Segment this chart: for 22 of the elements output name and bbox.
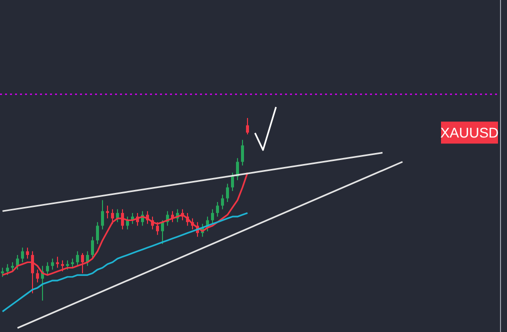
candlestick bbox=[101, 200, 104, 230]
candlestick bbox=[51, 258, 54, 270]
candlestick bbox=[46, 262, 49, 276]
candlestick bbox=[6, 264, 9, 276]
candlestick bbox=[216, 202, 219, 218]
candlestick bbox=[221, 194, 224, 210]
candlestick bbox=[211, 208, 214, 224]
candlestick bbox=[111, 208, 114, 224]
candlestick bbox=[91, 236, 94, 260]
candlestick bbox=[106, 205, 109, 219]
candlestick bbox=[96, 222, 99, 244]
candlestick bbox=[246, 118, 249, 135]
candlestick bbox=[66, 260, 69, 270]
candlestick bbox=[21, 247, 24, 263]
candlestick bbox=[76, 250, 79, 266]
candlestick bbox=[61, 260, 64, 272]
candlestick bbox=[241, 139, 244, 166]
candlestick bbox=[26, 247, 29, 260]
candlestick bbox=[226, 183, 229, 202]
candlestick bbox=[231, 172, 234, 192]
candlestick bbox=[16, 254, 19, 270]
candlestick bbox=[156, 222, 159, 236]
